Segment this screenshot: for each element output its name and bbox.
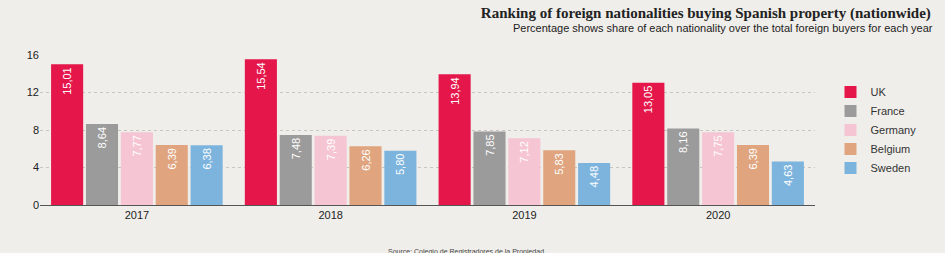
svg-text:Belgium: Belgium <box>871 143 911 155</box>
svg-text:8,16: 8,16 <box>677 132 689 153</box>
svg-text:UK: UK <box>871 86 887 98</box>
svg-text:7,48: 7,48 <box>290 138 302 159</box>
svg-text:16: 16 <box>27 49 39 61</box>
svg-text:15,54: 15,54 <box>255 62 267 90</box>
svg-text:12: 12 <box>27 86 39 98</box>
svg-text:7,12: 7,12 <box>518 141 530 162</box>
svg-text:6,38: 6,38 <box>201 148 213 169</box>
svg-text:13,94: 13,94 <box>449 77 461 105</box>
svg-text:13,05: 13,05 <box>642 86 654 114</box>
svg-text:6,39: 6,39 <box>747 148 759 169</box>
svg-text:5,80: 5,80 <box>394 154 406 175</box>
svg-text:7,77: 7,77 <box>131 135 143 156</box>
svg-text:4: 4 <box>33 161 39 173</box>
svg-text:15,01: 15,01 <box>61 67 73 95</box>
svg-text:7,75: 7,75 <box>712 135 724 156</box>
svg-text:Percentage shows share of each: Percentage shows share of each nationali… <box>513 22 933 34</box>
svg-text:France: France <box>871 105 905 117</box>
svg-text:2018: 2018 <box>318 209 342 221</box>
svg-text:6,39: 6,39 <box>166 148 178 169</box>
svg-text:5,83: 5,83 <box>553 153 565 174</box>
svg-text:2020: 2020 <box>706 209 730 221</box>
svg-text:8,64: 8,64 <box>96 127 108 148</box>
svg-text:8: 8 <box>33 124 39 136</box>
svg-text:2019: 2019 <box>512 209 536 221</box>
svg-text:4,48: 4,48 <box>588 166 600 187</box>
svg-text:7,39: 7,39 <box>325 139 337 160</box>
svg-text:0: 0 <box>33 199 39 211</box>
svg-text:Germany: Germany <box>871 124 917 136</box>
svg-text:2017: 2017 <box>125 209 149 221</box>
svg-text:Ranking of foreign nationaliti: Ranking of foreign nationalities buying … <box>481 5 931 22</box>
svg-text:Sweden: Sweden <box>871 162 911 174</box>
svg-text:Source: Colegio de Registrador: Source: Colegio de Registradores de la P… <box>388 248 544 253</box>
svg-text:4,63: 4,63 <box>782 165 794 186</box>
svg-text:7,85: 7,85 <box>484 134 496 155</box>
svg-text:6,26: 6,26 <box>360 149 372 170</box>
